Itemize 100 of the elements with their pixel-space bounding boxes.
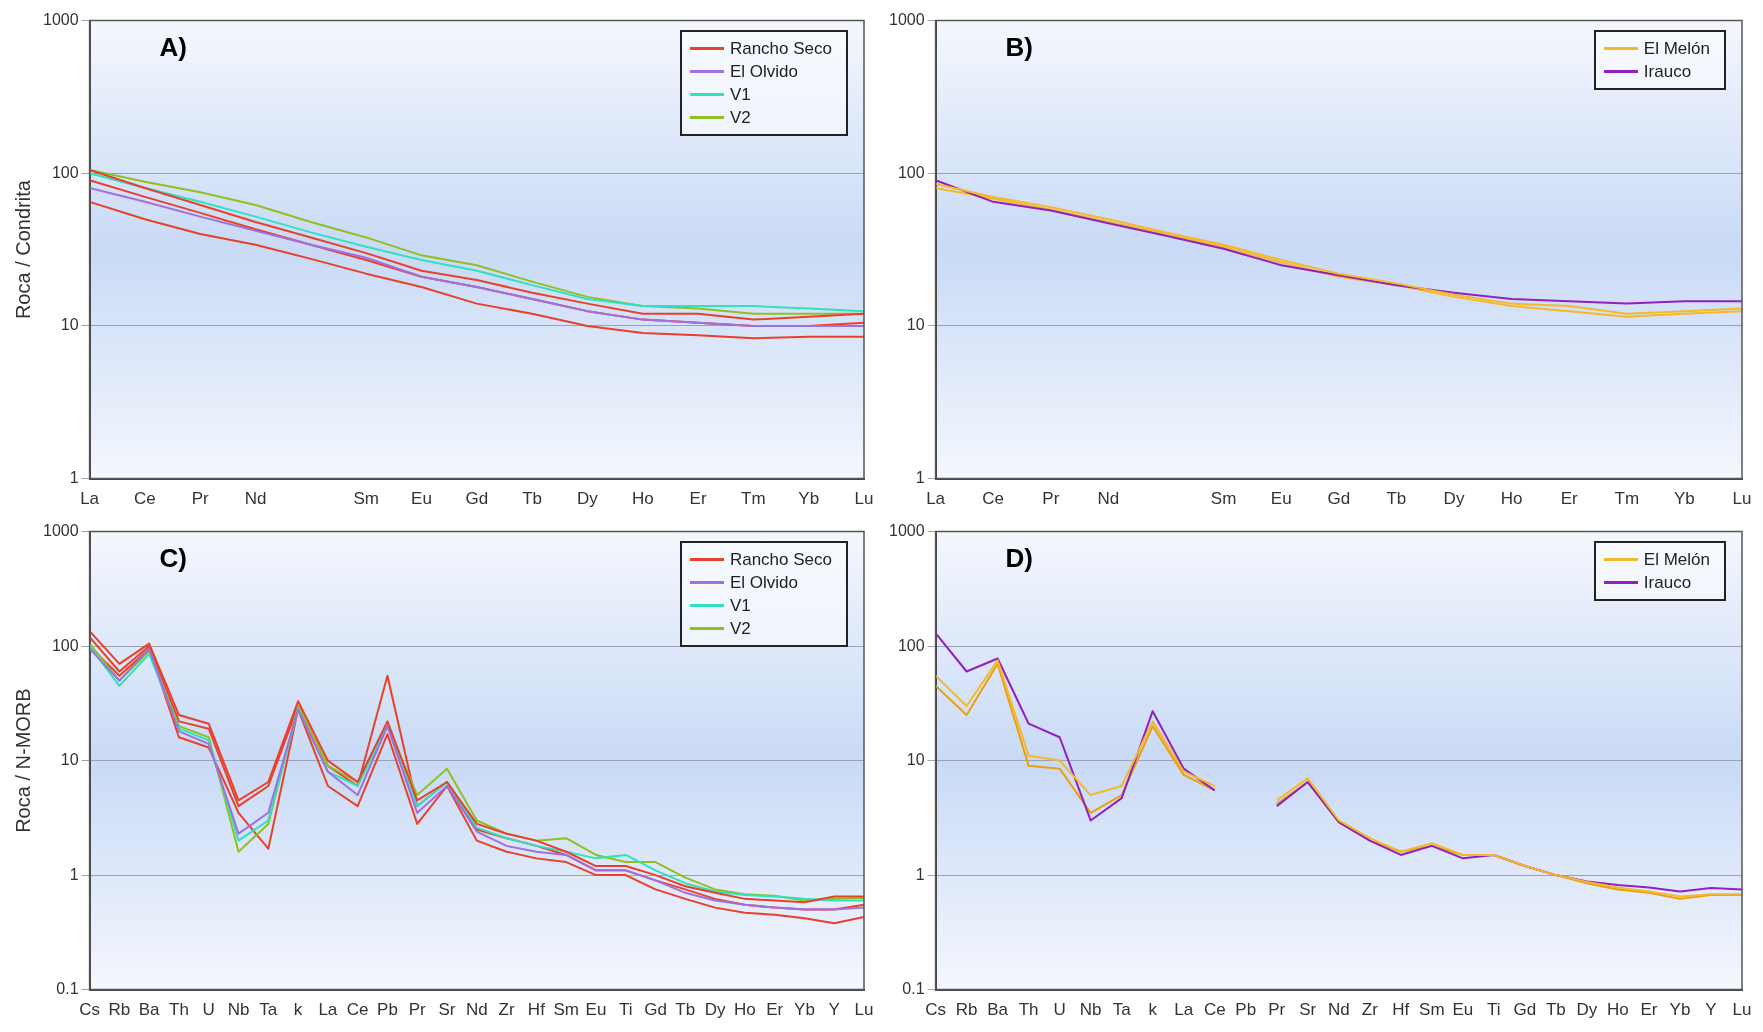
legend-label: V1 <box>729 595 751 617</box>
x-tick-label: Eu <box>1452 1000 1474 1020</box>
x-tick-label: U <box>1053 1000 1066 1020</box>
x-tick-label: Ti <box>618 1000 633 1020</box>
legend-label: Rancho Seco <box>729 38 832 60</box>
x-tick-label: Er <box>1640 1000 1658 1020</box>
x-tick-label: Cs <box>79 1000 100 1020</box>
y-tick-label: 1 <box>915 865 925 883</box>
y-tick-label: 10 <box>906 751 925 769</box>
x-tick-label: Yb <box>1674 489 1695 509</box>
x-tick-label: Hf <box>527 1000 546 1020</box>
x-tick-label: Dy <box>577 489 599 509</box>
x-tick-label: Cs <box>925 1000 946 1020</box>
y-axis-title: Roca / Condrita <box>11 179 34 320</box>
x-tick-label: Yb <box>798 489 820 509</box>
x-tick-label: Pb <box>377 1000 398 1020</box>
x-tick-label: Er <box>766 1000 784 1020</box>
text: B) <box>1005 31 1034 62</box>
x-tick-label: Pr <box>1268 1000 1286 1020</box>
x-tick-label: La <box>926 489 946 509</box>
x-tick-label: Dy <box>1443 489 1465 509</box>
x-tick-label: Pb <box>1235 1000 1257 1020</box>
y-axis-title: Roca / N-MORB <box>11 688 34 833</box>
text: A) <box>159 31 188 62</box>
x-tick-label: Pr <box>408 1000 427 1020</box>
y-tick-label: 1000 <box>43 11 79 29</box>
x-tick-label: Ti <box>1487 1000 1501 1020</box>
y-tick-label: 1000 <box>889 11 925 29</box>
x-tick-label: Eu <box>411 489 432 509</box>
x-tick-label: Ho <box>733 1000 756 1020</box>
y-tick-label: 1 <box>69 865 79 883</box>
legend-label: V2 <box>729 618 751 640</box>
x-tick-label: U <box>202 1000 215 1020</box>
y-tick-label: 1000 <box>43 522 79 540</box>
x-tick-label: Tb <box>1545 1000 1566 1020</box>
x-tick-label: Nd <box>244 489 267 509</box>
legend-label: El Olvido <box>729 61 798 83</box>
x-tick-label: Y <box>828 1000 840 1020</box>
y-tick-label: 0.1 <box>56 980 79 998</box>
x-tick-label: Nd <box>465 1000 488 1020</box>
x-tick-label: Nd <box>1327 1000 1350 1020</box>
x-tick-label: Pr <box>1042 489 1060 509</box>
x-tick-label: Ce <box>1203 1000 1226 1020</box>
x-tick-label: Ba <box>987 1000 1009 1020</box>
x-tick-label: Ta <box>259 1000 278 1020</box>
x-tick-label: Sm <box>553 1000 579 1020</box>
legend-label: Irauco <box>1643 572 1692 594</box>
x-tick-label: Dy <box>704 1000 726 1020</box>
x-tick-label: Tb <box>522 489 543 509</box>
x-tick-label: Th <box>169 1000 189 1020</box>
x-tick-label: Ce <box>134 489 156 509</box>
y-tick-label: 10 <box>60 751 79 769</box>
x-tick-label: Nb <box>1079 1000 1102 1020</box>
x-tick-label: k <box>293 1000 303 1020</box>
x-tick-label: Ba <box>138 1000 161 1020</box>
x-tick-label: Tb <box>675 1000 696 1020</box>
x-tick-label: Y <box>1705 1000 1717 1020</box>
y-tick-label: 100 <box>897 163 925 181</box>
x-tick-label: Yb <box>1669 1000 1691 1020</box>
x-tick-label: Sr <box>438 1000 456 1020</box>
legend-label: El Melón <box>1643 549 1710 571</box>
x-tick-label: Gd <box>465 489 489 509</box>
x-tick-label: La <box>80 489 100 509</box>
x-tick-label: Lu <box>1732 1000 1752 1020</box>
y-tick-label: 100 <box>897 636 925 654</box>
x-tick-label: Zr <box>498 1000 515 1020</box>
x-tick-label: Sm <box>1210 489 1237 509</box>
x-tick-label: Sr <box>1299 1000 1317 1020</box>
x-tick-label: Tm <box>741 489 766 509</box>
y-tick-label: 10 <box>906 316 925 334</box>
y-tick-label: 1 <box>69 469 79 487</box>
x-tick-label: Tb <box>1386 489 1407 509</box>
x-tick-label: Gd <box>1327 489 1351 509</box>
y-tick-label: 0.1 <box>902 980 925 998</box>
y-tick-label: 1000 <box>889 522 925 540</box>
x-tick-label: k <box>1148 1000 1158 1020</box>
x-tick-label: Gd <box>1513 1000 1537 1020</box>
legend-label: V2 <box>729 107 751 129</box>
x-tick-label: Sm <box>1419 1000 1445 1020</box>
x-tick-label: Lu <box>1732 489 1752 509</box>
x-tick-label: Sm <box>353 489 379 509</box>
x-tick-label: Rb <box>955 1000 978 1020</box>
x-tick-label: Gd <box>644 1000 667 1020</box>
x-tick-label: Ce <box>982 489 1005 509</box>
text: D) <box>1005 542 1034 573</box>
x-tick-label: Eu <box>585 1000 607 1020</box>
x-tick-label: Lu <box>854 1000 874 1020</box>
x-tick-label: Ho <box>631 489 654 509</box>
y-tick-label: 100 <box>51 163 79 181</box>
y-tick-label: 1 <box>915 469 925 487</box>
x-tick-label: Nd <box>1097 489 1120 509</box>
x-tick-label: Er <box>1560 489 1579 509</box>
y-tick-label: 10 <box>60 316 79 334</box>
x-tick-label: Dy <box>1576 1000 1598 1020</box>
x-tick-label: Lu <box>854 489 874 509</box>
x-tick-label: Hf <box>1392 1000 1410 1020</box>
text: C) <box>159 542 188 573</box>
x-tick-label: Ce <box>346 1000 369 1020</box>
x-tick-label: Ho <box>1500 489 1523 509</box>
x-tick-label: Pr <box>191 489 210 509</box>
